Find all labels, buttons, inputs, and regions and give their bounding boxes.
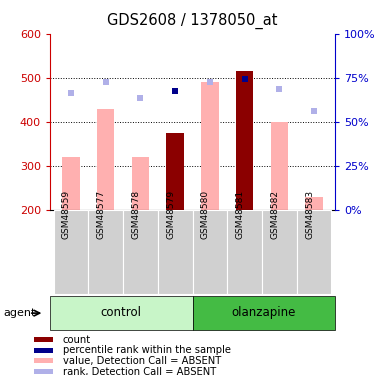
- Text: value, Detection Call = ABSENT: value, Detection Call = ABSENT: [63, 356, 221, 366]
- Text: agent: agent: [4, 308, 36, 318]
- Bar: [262, 210, 297, 294]
- Bar: [34, 358, 54, 363]
- Bar: [34, 348, 54, 353]
- Text: GSM48559: GSM48559: [62, 190, 71, 239]
- Bar: [34, 337, 54, 342]
- Text: GSM48580: GSM48580: [201, 190, 210, 239]
- Bar: [123, 210, 158, 294]
- Bar: [54, 210, 88, 294]
- Bar: [34, 369, 54, 374]
- Bar: [97, 109, 114, 210]
- Text: olanzapine: olanzapine: [231, 306, 296, 319]
- Bar: [62, 157, 80, 210]
- Text: count: count: [63, 334, 91, 345]
- Text: GSM48578: GSM48578: [131, 190, 141, 239]
- Text: GSM48583: GSM48583: [305, 190, 314, 239]
- Text: control: control: [101, 306, 142, 319]
- Bar: [166, 133, 184, 210]
- Text: GDS2608 / 1378050_at: GDS2608 / 1378050_at: [107, 13, 278, 29]
- Bar: [158, 210, 192, 294]
- Bar: [305, 197, 323, 210]
- Bar: [297, 210, 331, 294]
- Bar: [271, 122, 288, 210]
- Bar: [132, 157, 149, 210]
- Bar: [88, 210, 123, 294]
- Text: rank, Detection Call = ABSENT: rank, Detection Call = ABSENT: [63, 366, 216, 375]
- Bar: [50, 296, 192, 330]
- Bar: [201, 82, 219, 210]
- Bar: [192, 296, 335, 330]
- Bar: [227, 210, 262, 294]
- Text: GSM48577: GSM48577: [97, 190, 105, 239]
- Bar: [192, 210, 227, 294]
- Text: GSM48581: GSM48581: [236, 190, 244, 239]
- Text: percentile rank within the sample: percentile rank within the sample: [63, 345, 231, 355]
- Text: GSM48582: GSM48582: [270, 190, 280, 239]
- Bar: [236, 71, 253, 210]
- Text: GSM48579: GSM48579: [166, 190, 175, 239]
